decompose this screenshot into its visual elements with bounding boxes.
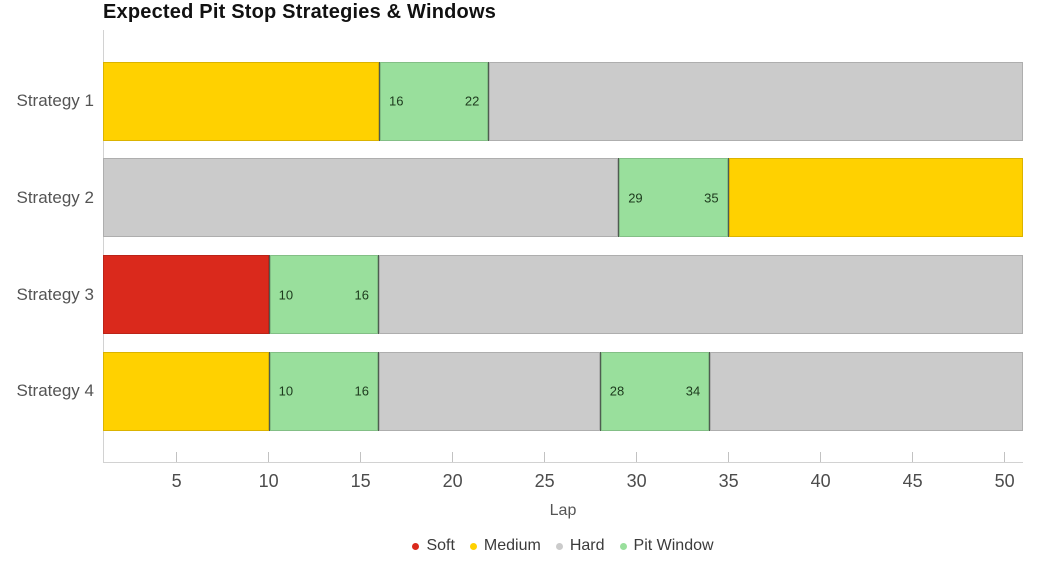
x-tick-label: 35	[718, 471, 739, 491]
pit-window-segment[interactable]: 29 35	[618, 158, 729, 238]
y-axis-label: Strategy 1	[16, 91, 95, 110]
legend-swatch-pit_window	[619, 542, 627, 550]
x-tick-label: 50	[994, 471, 1015, 491]
legend-label: Hard	[569, 537, 605, 554]
x-tick	[1004, 452, 1006, 462]
x-tick-label: 30	[626, 471, 647, 491]
x-axis-title: Lap	[549, 502, 577, 519]
y-axis-line	[103, 30, 104, 463]
pit-window-start-label: 28	[609, 383, 625, 399]
x-axis-line	[103, 462, 1023, 463]
y-axis-label: Strategy 4	[16, 381, 95, 401]
y-axis-label: Strategy 2	[16, 187, 95, 207]
legend-item-soft[interactable]: Soft	[412, 537, 455, 555]
pit-window-end-label: 34	[685, 383, 701, 399]
pit-window-segment[interactable]: 10 16	[268, 255, 379, 335]
bar-segment-hard[interactable]	[379, 351, 600, 431]
pit-window-segment[interactable]: 16 22	[379, 61, 490, 141]
legend: Soft Medium Hard Pit Window	[103, 537, 1023, 555]
pit-window-end-label: 16	[354, 383, 369, 399]
bar-segment-hard[interactable]	[489, 61, 1023, 141]
pit-window-start-label: 10	[278, 383, 294, 399]
legend-item-pit_window[interactable]: Pit Window	[619, 537, 714, 555]
x-tick-label: 25	[534, 471, 555, 491]
x-tick	[912, 452, 914, 462]
pit-window-end-label: 35	[704, 190, 719, 206]
chart-title: Expected Pit Stop Strategies & Windows	[103, 1, 497, 23]
legend-swatch-soft	[412, 542, 420, 550]
bar-segment-medium[interactable]	[728, 158, 1023, 238]
y-axis-label: Strategy 3	[16, 284, 95, 304]
legend-label: Medium	[483, 537, 541, 554]
x-tick-label: 15	[350, 471, 371, 491]
legend-item-medium[interactable]: Medium	[469, 537, 541, 555]
x-tick	[268, 452, 270, 462]
bar-segment-hard[interactable]	[103, 158, 619, 238]
pit-window-start-label: 16	[389, 93, 404, 109]
x-tick	[360, 452, 362, 462]
legend-swatch-medium	[469, 542, 477, 550]
x-tick	[728, 452, 730, 462]
pit-window-segment[interactable]: 10 16	[268, 351, 379, 431]
x-tick-label: 5	[171, 471, 182, 491]
x-tick-label: 20	[442, 471, 463, 491]
legend-item-hard[interactable]: Hard	[555, 537, 605, 555]
x-tick-label: 10	[258, 471, 279, 491]
pit-window-segment[interactable]: 28 34	[599, 351, 711, 431]
x-tick	[636, 452, 638, 462]
bar-segment-soft[interactable]	[103, 255, 269, 335]
bar-segment-hard[interactable]	[379, 255, 1023, 335]
legend-label: Soft	[426, 537, 455, 554]
bar-segment-medium[interactable]	[103, 351, 269, 431]
x-tick-label: 45	[902, 471, 923, 491]
x-tick-label: 40	[810, 471, 831, 491]
x-tick	[820, 452, 822, 462]
legend-swatch-hard	[555, 542, 563, 550]
pit-window-end-label: 16	[354, 287, 369, 303]
pit-window-start-label: 10	[278, 287, 294, 303]
pit-window-start-label: 29	[628, 190, 643, 206]
legend-label: Pit Window	[633, 537, 714, 554]
x-tick	[176, 452, 178, 462]
x-tick	[544, 452, 546, 462]
bar-segment-medium[interactable]	[103, 61, 379, 141]
pit-window-end-label: 22	[464, 93, 480, 109]
bar-segment-hard[interactable]	[710, 351, 1023, 431]
x-tick	[452, 452, 454, 462]
